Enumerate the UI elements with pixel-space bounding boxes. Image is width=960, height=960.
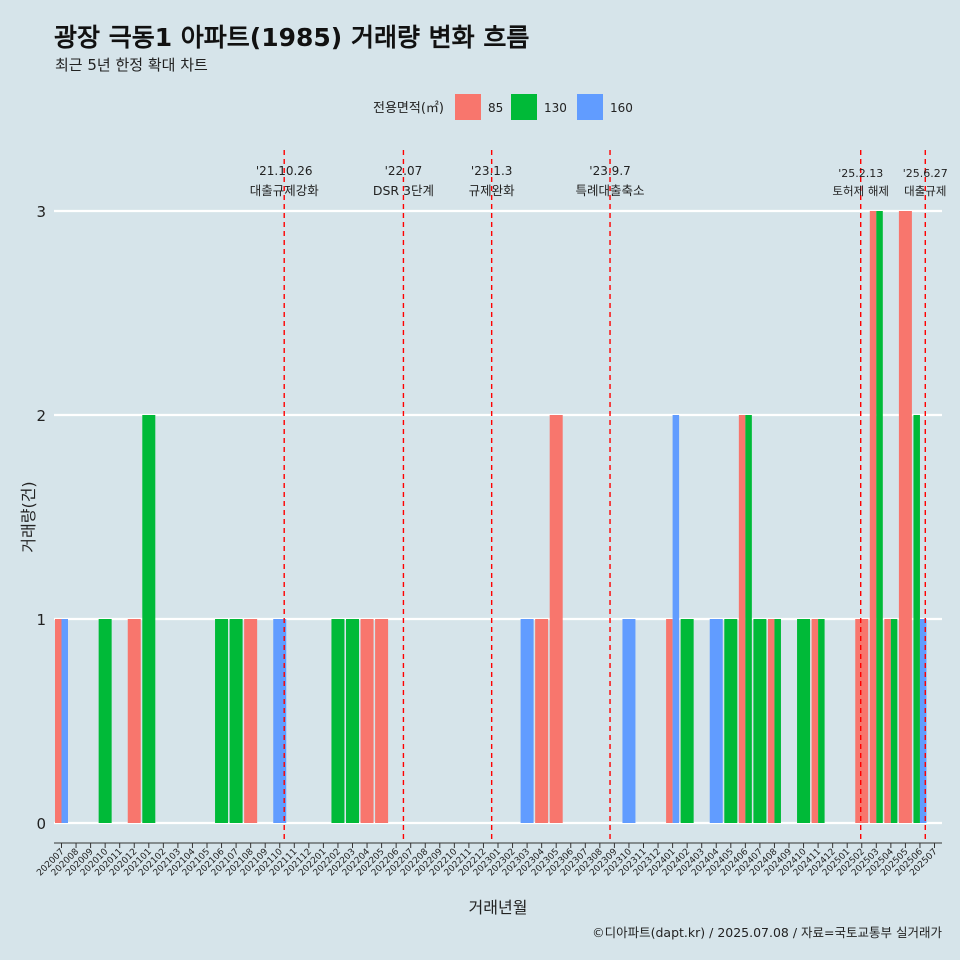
bar-202012-85 <box>127 619 141 823</box>
chart-title: 광장 극동1 아파트(1985) 거래량 변화 흐름 <box>54 23 530 52</box>
bar-202410-130 <box>797 619 811 823</box>
bar-202506-160 <box>919 619 927 823</box>
bar-202504-85 <box>884 619 891 823</box>
bar-202204-85 <box>360 619 374 823</box>
bar-202304-85 <box>535 619 549 823</box>
legend-key-130 <box>511 94 537 120</box>
bar-202408-130 <box>774 619 781 823</box>
bar-202007-160 <box>61 619 68 823</box>
bar-202007-85 <box>55 619 62 823</box>
legend: 전용면적(㎡) 85 130 160 <box>373 94 633 120</box>
grid-lines <box>54 209 942 825</box>
legend-label-85: 85 <box>488 101 503 115</box>
bar-202010-130 <box>98 619 112 823</box>
source-caption: ©디아파트(dapt.kr) / 2025.07.08 / 자료=국토교통부 실… <box>592 925 942 940</box>
bar-202506-130 <box>913 415 920 823</box>
event-desc-label: 대출규제강화 <box>250 183 320 198</box>
y-axis-label: 거래량(건) <box>19 481 38 552</box>
y-tick-label: 0 <box>36 815 46 833</box>
event-date-label: '23.9.7 <box>589 164 630 178</box>
event-date-label: '21.10.26 <box>256 164 313 178</box>
bar-202106-130 <box>215 619 229 823</box>
bar-202504-130 <box>890 619 898 823</box>
bar-202406-130 <box>745 415 752 823</box>
event-date-label: '25.6.27 <box>903 167 948 180</box>
x-axis: 2020072020082020092020102020112020122021… <box>35 842 942 917</box>
legend-label-160: 160 <box>610 101 633 115</box>
x-axis-label: 거래년월 <box>469 898 528 917</box>
y-tick-label: 3 <box>36 203 46 221</box>
bar-202503-85 <box>869 211 877 823</box>
bar-202101-130 <box>142 415 156 823</box>
event-desc-label: 특례대출축소 <box>576 183 645 198</box>
bar-202303-160 <box>520 619 534 823</box>
y-axis: 0 1 2 3 거래량(건) <box>19 203 46 833</box>
bar-202402-130 <box>680 619 694 823</box>
event-date-label: '25.2.13 <box>838 167 883 180</box>
bar-202407-130 <box>753 619 767 823</box>
legend-title: 전용면적(㎡) <box>373 101 444 116</box>
legend-key-85 <box>455 94 481 120</box>
y-tick-label: 1 <box>36 611 46 629</box>
legend-key-160 <box>577 94 603 120</box>
y-tick-label: 2 <box>36 407 46 425</box>
event-desc-label: DSR 3단계 <box>373 183 434 198</box>
bar-202411-130 <box>818 619 825 823</box>
bar-202107-130 <box>229 619 243 823</box>
bar-202405-130 <box>724 619 738 823</box>
bar-202406-85 <box>738 415 746 823</box>
event-date-label: '22.07 <box>385 164 423 178</box>
bar-202503-130 <box>876 211 883 823</box>
event-desc-label: 토허제 해제 <box>832 184 889 198</box>
bar-202408-85 <box>767 619 775 823</box>
bar-202305-85 <box>549 415 563 823</box>
chart-subtitle: 최근 5년 한정 확대 차트 <box>55 56 208 74</box>
bar-202401-160 <box>672 415 680 823</box>
legend-label-130: 130 <box>544 101 567 115</box>
event-desc-label: 대출규제 <box>904 184 946 198</box>
bar-202205-85 <box>375 619 389 823</box>
bars <box>55 211 927 823</box>
bar-202110-160 <box>273 619 287 823</box>
bar-202203-130 <box>346 619 359 823</box>
bar-202404-160 <box>709 619 723 823</box>
event-lines: '21.10.26 대출규제강화 '22.07 DSR 3단계 '23.1.3 규제완화 '… <box>250 150 948 843</box>
bar-202505-85 <box>898 211 912 823</box>
bar-202411-85 <box>811 619 819 823</box>
bar-202502-85 <box>855 619 869 823</box>
bar-202202-130 <box>331 619 345 823</box>
bar-202108-85 <box>244 619 258 823</box>
event-desc-label: 규제완화 <box>469 183 516 198</box>
event-date-label: '23.1.3 <box>471 164 512 178</box>
bar-202401-85 <box>666 619 673 823</box>
bar-202310-160 <box>622 619 636 823</box>
